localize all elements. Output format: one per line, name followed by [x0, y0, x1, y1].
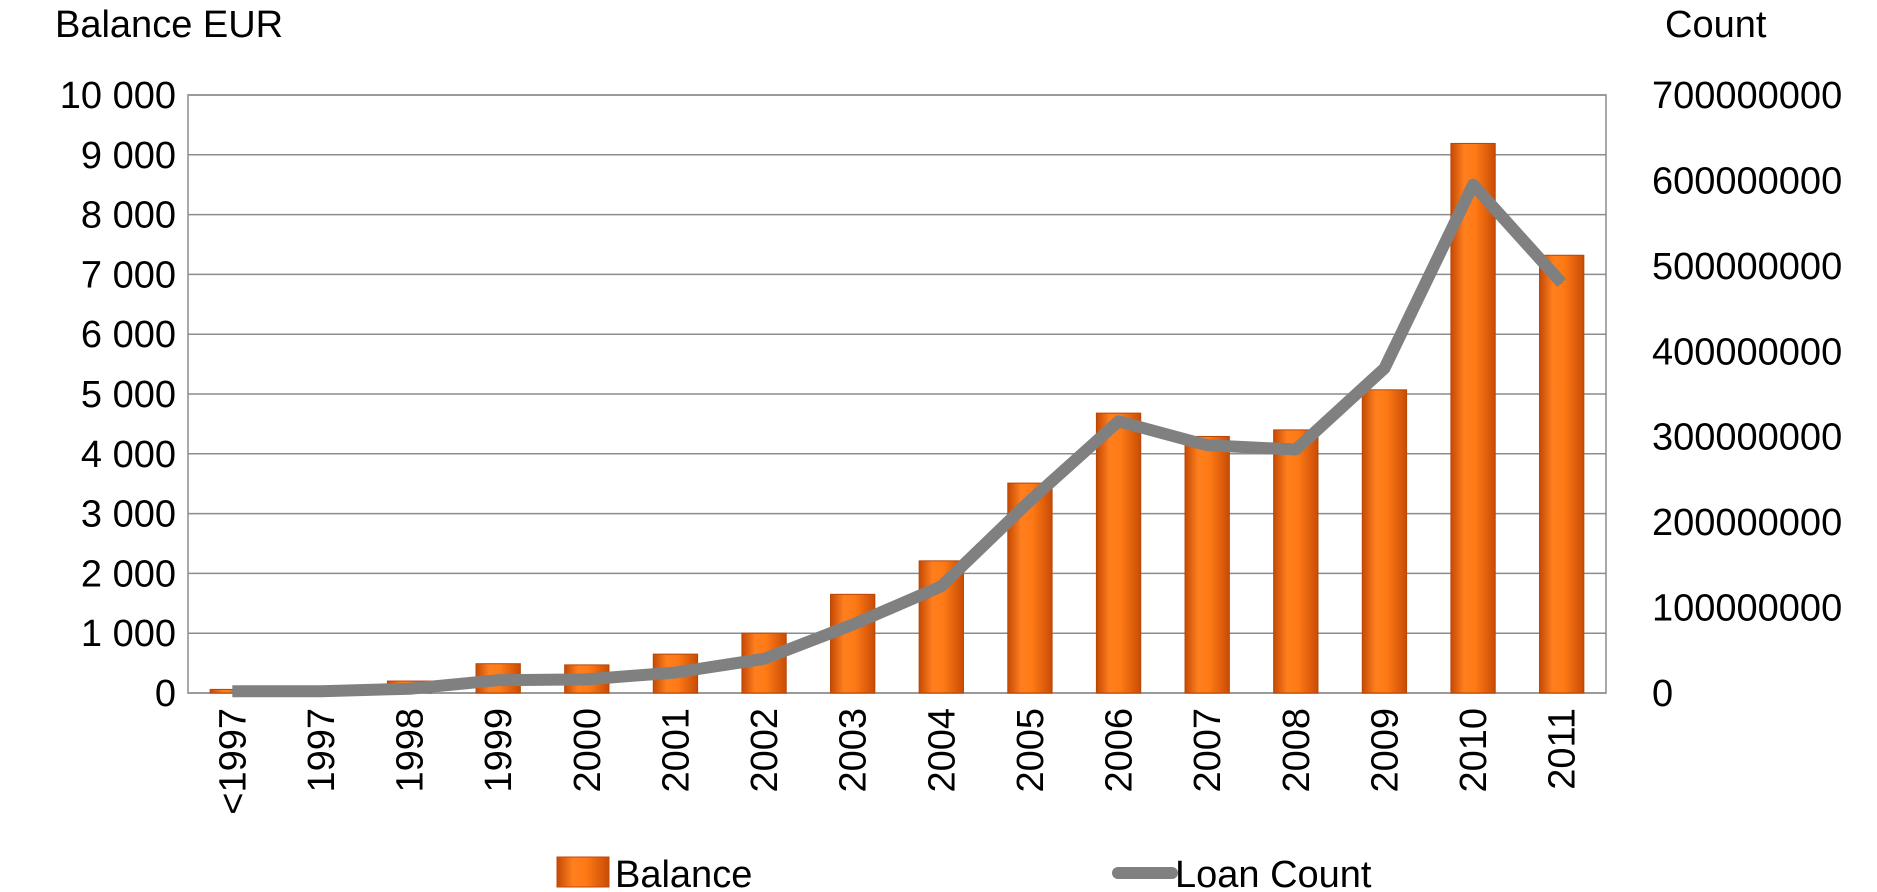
bar — [1184, 435, 1230, 694]
y-tick-label: 4 000 — [81, 434, 176, 476]
y2-tick-label: 0 — [1652, 673, 1673, 715]
line-point — [1560, 281, 1563, 284]
x-tick-label: 2004 — [921, 708, 963, 793]
right-axis-ticks: 0 100000000 200000000 300000000 400000000 500… — [1652, 75, 1842, 715]
y-tick-label: 8 000 — [81, 195, 176, 237]
y2-tick-label: 500000000 — [1652, 246, 1842, 288]
y-tick-label: 7 000 — [81, 254, 176, 296]
y-tick-label: 9 000 — [81, 135, 176, 177]
x-tick-label: <1997 — [212, 708, 254, 815]
line-point — [1383, 367, 1386, 370]
y-tick-label: 6 000 — [81, 314, 176, 356]
y2-axis-label: Count — [1665, 4, 1767, 46]
y2-tick-label: 700000000 — [1652, 75, 1842, 117]
line-point — [763, 657, 766, 660]
x-axis-ticks: <1997 1997 1998 1999 2000 2001 2002 2003 2004 200… — [212, 708, 1583, 815]
legend-label-loan-count: Loan Count — [1175, 854, 1372, 892]
x-tick-label: 2008 — [1276, 708, 1318, 793]
line-point — [585, 678, 588, 681]
bar — [1539, 254, 1585, 694]
line-point — [319, 690, 322, 693]
y-tick-label: 1 000 — [81, 613, 176, 655]
x-tick-label: 2007 — [1187, 708, 1229, 793]
legend: Balance Loan Count — [556, 854, 1372, 892]
legend-swatch-balance — [556, 856, 610, 888]
bar — [1095, 412, 1142, 694]
x-tick-label: 2005 — [1010, 708, 1052, 793]
bar — [830, 593, 876, 694]
y-tick-label: 0 — [155, 673, 176, 715]
legend-label-balance: Balance — [615, 854, 752, 892]
x-tick-label: 2000 — [567, 708, 609, 793]
line-series — [232, 178, 1567, 698]
line-point — [1206, 444, 1209, 447]
plot-area — [187, 94, 1607, 694]
line-point — [497, 679, 500, 682]
line-point — [1117, 420, 1120, 423]
line-point — [231, 690, 234, 693]
y-tick-label: 2 000 — [81, 553, 176, 595]
y2-tick-label: 400000000 — [1652, 331, 1842, 373]
bar — [1273, 429, 1319, 694]
x-tick-label: 1999 — [478, 708, 520, 793]
line-point — [1472, 183, 1475, 186]
line-point — [940, 585, 943, 588]
y-tick-label: 5 000 — [81, 374, 176, 416]
x-tick-label: 1997 — [301, 708, 343, 793]
x-tick-label: 2002 — [744, 708, 786, 793]
loan-count-line — [231, 178, 1567, 698]
x-tick-label: 2001 — [655, 708, 697, 793]
x-tick-label: 2011 — [1542, 708, 1584, 790]
legend-item-loan-count: Loan Count — [1112, 854, 1372, 892]
y2-tick-label: 300000000 — [1652, 417, 1842, 459]
y2-tick-label: 100000000 — [1652, 588, 1842, 630]
x-tick-label: 2009 — [1364, 708, 1406, 793]
line-point — [1294, 448, 1297, 451]
y-tick-label: 3 000 — [81, 494, 176, 536]
x-tick-label: 2003 — [833, 708, 875, 793]
x-tick-label: 2010 — [1453, 708, 1495, 793]
bar — [1450, 142, 1496, 694]
line-point — [851, 623, 854, 626]
x-tick-label: 2006 — [1099, 708, 1141, 793]
bar — [1361, 389, 1408, 694]
line-point — [408, 687, 411, 690]
y2-tick-label: 600000000 — [1652, 160, 1842, 202]
legend-item-balance: Balance — [556, 854, 752, 892]
y-axis-label: Balance EUR — [55, 4, 283, 46]
left-axis-ticks: 0 1 000 2 000 3 000 4 000 5 000 6 000 7 000 8 00… — [60, 75, 176, 715]
y2-tick-label: 200000000 — [1652, 502, 1842, 544]
line-point — [1028, 499, 1031, 502]
line-point — [674, 671, 677, 674]
y-tick-label: 10 000 — [60, 75, 176, 117]
x-tick-label: 1998 — [390, 708, 432, 793]
